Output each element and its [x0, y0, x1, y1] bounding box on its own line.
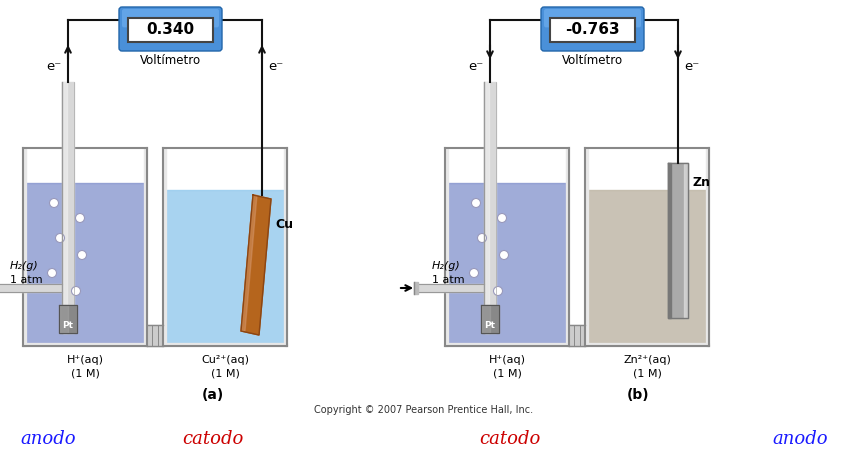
- Polygon shape: [163, 343, 287, 346]
- Text: anodo: anodo: [20, 430, 76, 448]
- Polygon shape: [585, 343, 709, 346]
- Circle shape: [55, 234, 65, 243]
- Text: (1 M): (1 M): [492, 368, 521, 378]
- Circle shape: [471, 199, 481, 208]
- Text: e⁻: e⁻: [47, 60, 62, 74]
- Text: (1 M): (1 M): [70, 368, 99, 378]
- Text: 0.340: 0.340: [146, 23, 194, 37]
- Polygon shape: [668, 163, 688, 318]
- Polygon shape: [484, 82, 496, 333]
- Polygon shape: [482, 305, 490, 333]
- Text: Copyright © 2007 Pearson Prentice Hall, Inc.: Copyright © 2007 Pearson Prentice Hall, …: [314, 405, 533, 415]
- Polygon shape: [684, 163, 688, 318]
- FancyBboxPatch shape: [541, 7, 644, 51]
- Circle shape: [499, 251, 509, 260]
- Circle shape: [71, 287, 81, 295]
- FancyBboxPatch shape: [119, 7, 222, 51]
- Polygon shape: [569, 325, 585, 346]
- FancyBboxPatch shape: [122, 9, 219, 27]
- Polygon shape: [241, 195, 271, 335]
- Text: Voltímetro: Voltímetro: [139, 54, 200, 67]
- Polygon shape: [445, 343, 569, 346]
- Polygon shape: [23, 148, 26, 346]
- Polygon shape: [284, 148, 287, 346]
- Circle shape: [498, 213, 507, 222]
- Text: (1 M): (1 M): [211, 368, 239, 378]
- Text: e⁻: e⁻: [469, 60, 484, 74]
- Polygon shape: [147, 325, 163, 346]
- Text: Cu: Cu: [275, 219, 293, 231]
- Polygon shape: [588, 190, 706, 343]
- Circle shape: [76, 213, 85, 222]
- Text: 1 atm: 1 atm: [10, 275, 42, 285]
- Polygon shape: [585, 148, 588, 346]
- Text: (1 M): (1 M): [633, 368, 661, 378]
- Text: Cu²⁺(aq): Cu²⁺(aq): [201, 355, 249, 365]
- Circle shape: [469, 269, 479, 278]
- Polygon shape: [418, 284, 484, 292]
- Polygon shape: [59, 305, 77, 333]
- Text: Voltímetro: Voltímetro: [561, 54, 622, 67]
- Text: Pt: Pt: [485, 320, 496, 329]
- Polygon shape: [60, 305, 68, 333]
- Polygon shape: [448, 183, 566, 343]
- FancyBboxPatch shape: [550, 18, 635, 42]
- Polygon shape: [414, 282, 418, 294]
- Text: anodo: anodo: [773, 430, 828, 448]
- Text: Pt: Pt: [63, 320, 74, 329]
- Polygon shape: [566, 148, 569, 346]
- Polygon shape: [166, 190, 284, 343]
- Circle shape: [493, 287, 503, 295]
- FancyBboxPatch shape: [128, 18, 213, 42]
- Text: Zn: Zn: [693, 177, 711, 189]
- Text: H₂(g): H₂(g): [432, 261, 461, 271]
- Text: H⁺(aq): H⁺(aq): [66, 355, 104, 365]
- Polygon shape: [706, 148, 709, 346]
- Text: catodo: catodo: [183, 430, 244, 448]
- Text: e⁻: e⁻: [268, 60, 284, 74]
- Text: H⁺(aq): H⁺(aq): [488, 355, 526, 365]
- Polygon shape: [668, 163, 671, 318]
- Circle shape: [77, 251, 87, 260]
- Polygon shape: [63, 82, 67, 333]
- Circle shape: [477, 234, 486, 243]
- Polygon shape: [445, 148, 448, 346]
- Circle shape: [49, 199, 59, 208]
- Text: (a): (a): [202, 388, 224, 402]
- Text: Zn²⁺(aq): Zn²⁺(aq): [623, 355, 671, 365]
- Polygon shape: [62, 82, 74, 333]
- Polygon shape: [241, 195, 257, 331]
- Polygon shape: [26, 183, 144, 343]
- Polygon shape: [0, 284, 62, 292]
- Text: -0.763: -0.763: [565, 23, 619, 37]
- Text: 1 atm: 1 atm: [432, 275, 464, 285]
- Circle shape: [48, 269, 57, 278]
- Polygon shape: [144, 148, 147, 346]
- Polygon shape: [485, 82, 489, 333]
- Text: (b): (b): [627, 388, 649, 402]
- Text: catodo: catodo: [480, 430, 541, 448]
- Polygon shape: [163, 148, 166, 346]
- Polygon shape: [481, 305, 499, 333]
- FancyBboxPatch shape: [544, 9, 641, 27]
- Polygon shape: [23, 343, 147, 346]
- Text: e⁻: e⁻: [684, 60, 700, 74]
- Text: H₂(g): H₂(g): [10, 261, 39, 271]
